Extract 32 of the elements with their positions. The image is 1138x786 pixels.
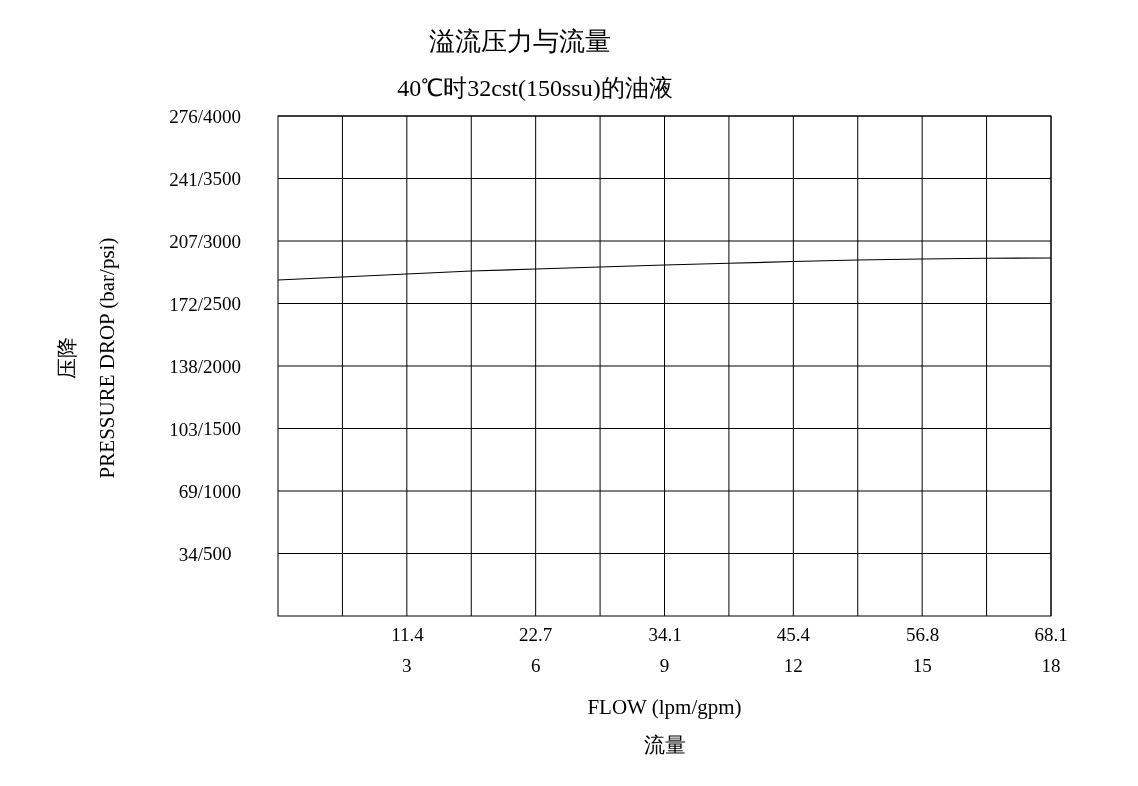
- x-tick-label: 18: [1041, 655, 1061, 676]
- y2-tick-label: 1500: [203, 418, 241, 440]
- x-tick-label: 6: [530, 655, 541, 676]
- y-tick-label: 276/: [169, 105, 204, 127]
- x2-tick-label: 45.4: [776, 624, 811, 645]
- y-tick-label: 34/: [178, 544, 204, 566]
- x2-tick-label: 22.7: [519, 624, 553, 645]
- y2-tick-label: 2000: [203, 355, 241, 377]
- chart-subtitle: 40℃时32cst(150ssu)的油液: [397, 75, 673, 101]
- y2-tick-label: 2500: [203, 293, 241, 315]
- y-tick-label: 138/: [169, 355, 204, 377]
- y-tick-label: 172/: [169, 294, 204, 316]
- y2-tick-label: 4000: [203, 105, 241, 127]
- chart-title: 溢流压力与流量: [429, 27, 611, 56]
- y2-tick-label: 3000: [203, 230, 241, 252]
- y-tick-label: 207/: [169, 230, 204, 252]
- x-tick-label: 9: [659, 655, 670, 676]
- y2-tick-label: 1000: [203, 480, 241, 502]
- y-tick-label: 241/: [169, 169, 204, 191]
- y-axis-title: 压降 PRESSURE DROP (bar/psi): [55, 237, 119, 479]
- x-tick-label: 12: [783, 655, 803, 676]
- x-tick-label: 15: [912, 655, 932, 676]
- y-tick-label: 69/: [178, 480, 204, 502]
- y2-tick-label: 3500: [203, 168, 241, 190]
- y2-tick-label: 500: [203, 543, 232, 565]
- x2-tick-label: 56.8: [906, 624, 940, 645]
- x-tick-label: 3: [402, 655, 412, 676]
- x2-tick-label: 34.1: [648, 624, 682, 645]
- x2-tick-label: 11.4: [391, 624, 425, 645]
- y-tick-label: 103/: [169, 419, 204, 441]
- x-axis-title: FLOW (lpm/gpm) 流量: [587, 695, 742, 757]
- x2-tick-label: 68.1: [1034, 624, 1068, 645]
